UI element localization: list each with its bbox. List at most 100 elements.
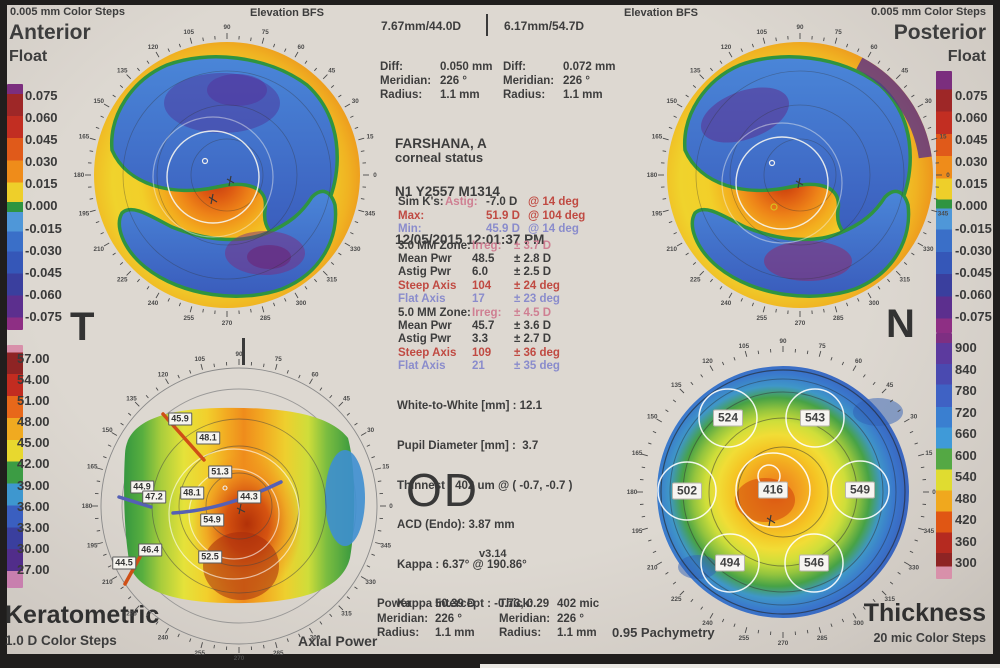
thick-label: Thick: xyxy=(499,598,533,611)
degree-tick-label: 165 xyxy=(79,134,90,141)
scale-tick-label: -0.030 xyxy=(955,242,992,258)
flat-axis-label: Flat Axis xyxy=(398,293,446,306)
astig-pwr-value: 6.0 xyxy=(472,266,488,279)
degree-tick-label: 120 xyxy=(702,358,713,365)
pachymetry-quality: 0.95 Pachymetry xyxy=(612,625,715,640)
scale-tick-label: -0.015 xyxy=(955,220,992,236)
irreg-label: Irreg: xyxy=(472,239,502,252)
degree-tick-label: 60 xyxy=(311,371,319,378)
astig-pwr-tol: ± 2.5 D xyxy=(514,266,551,279)
contour-rings xyxy=(695,70,905,280)
mean-pwr-label: Mean Pwr xyxy=(398,253,452,266)
apex-markers xyxy=(201,157,235,205)
scale-tick-label: -0.030 xyxy=(25,242,62,258)
degree-tick-label: 165 xyxy=(87,464,98,471)
max-axis: @ 104 deg xyxy=(528,209,586,222)
scale-tick-label: 51.00 xyxy=(17,393,50,409)
radius-label: Radius: xyxy=(503,89,546,101)
flat-axis-line xyxy=(117,480,283,515)
power-contours xyxy=(168,448,300,580)
degree-tick-label: 300 xyxy=(296,300,307,307)
anterior-float-label: Float xyxy=(9,48,48,65)
degree-tick-label: 30 xyxy=(367,427,375,434)
keratometric-title: Keratometric xyxy=(5,601,160,629)
degree-tick-label: 345 xyxy=(365,210,376,217)
power-panel: Power: 50.39 D Meridian: 226 ° Radius: 1.1 … xyxy=(377,597,475,641)
degree-tick-label: 210 xyxy=(94,246,105,253)
degree-tick-label: 105 xyxy=(194,356,205,363)
astig-label: Astig: xyxy=(445,195,478,208)
corneal-status-label: corneal status xyxy=(395,150,484,165)
simk-label: Sim K's: xyxy=(398,195,444,208)
deep-negative-core xyxy=(207,74,267,106)
simk-astig-row: Sim K's: Astig: -7.0 D @ 14 deg xyxy=(398,195,585,209)
degree-tick-label: 270 xyxy=(234,655,245,662)
anterior-bfs-value: 7.67mm/44.0D xyxy=(381,19,462,33)
anterior-title: Anterior xyxy=(9,21,91,44)
posterior-title: Posterior xyxy=(893,21,986,44)
diff-value: 0.072 mm xyxy=(563,61,616,73)
degree-tick-label: 15 xyxy=(939,134,947,141)
kappa-intercept: Kappa Intercept : -0.73, 0.29 xyxy=(397,598,550,611)
degree-tick-label: 135 xyxy=(117,67,128,74)
thick-edge-patch xyxy=(678,555,718,579)
kappa-angle: Kappa : 6.37° @ 190.86° xyxy=(397,558,527,571)
pupil-ring xyxy=(735,136,829,230)
mean-pwr-tol: ± 2.8 D xyxy=(514,253,551,266)
irreg-value: ± 4.5 D xyxy=(514,306,551,319)
thickness-title: Thickness xyxy=(863,599,986,627)
degree-tick-label: 165 xyxy=(632,450,643,457)
flat-axis-tol: ± 35 deg xyxy=(514,360,560,373)
software-version: v3.14 xyxy=(479,548,507,560)
radius-label: Radius: xyxy=(499,627,542,640)
degree-tick-label: 150 xyxy=(667,98,678,105)
degree-tick-label: 240 xyxy=(702,620,713,627)
degree-tick-label: 210 xyxy=(102,579,113,586)
degree-ticks: 0 15 30 45 60 75 90 105 120 135 150 165 180 195 210 225… xyxy=(74,24,378,327)
thick-value: 402 mic xyxy=(557,598,600,611)
contour-rings xyxy=(122,70,332,280)
scale-tick-label: 0.045 xyxy=(955,132,988,148)
meridian-label: Meridian: xyxy=(377,612,429,625)
zone-title: 5.0 MM Zone: xyxy=(398,306,471,319)
apex-markers xyxy=(222,485,246,515)
radius-value: 1.1 mm xyxy=(557,627,597,640)
degree-tick-label: 150 xyxy=(94,98,105,105)
exam-datetime: 12/05/2015 12:01:37 PM xyxy=(395,232,545,247)
steep-axis-row: Steep Axis 109 ± 36 deg xyxy=(398,346,560,359)
degree-tick-label: 0 xyxy=(946,172,950,179)
min-value: 45.9 D xyxy=(486,223,520,236)
elevation-bfs-label-right: Elevation BFS xyxy=(624,7,698,19)
degree-tick-label: 255 xyxy=(183,315,194,322)
degree-tick-label: 90 xyxy=(796,24,804,31)
pupil-ring-outer xyxy=(152,116,274,238)
scale-tick-label: 36.00 xyxy=(17,498,50,514)
scale-tick-label: -0.045 xyxy=(955,264,992,280)
degree-tick-label: 75 xyxy=(262,29,270,36)
degree-tick-label: 345 xyxy=(924,528,935,535)
degree-tick-label: 135 xyxy=(671,382,682,389)
scale-tick-label: 0.045 xyxy=(25,132,58,148)
degree-ticks: 0 15 30 45 60 75 90 105 120 135 150 165 180 195 210 225… xyxy=(647,24,951,327)
steep-axis-label: Steep Axis xyxy=(398,346,457,359)
scale-tick-label: 360 xyxy=(955,533,977,549)
degree-tick-label: 195 xyxy=(79,210,90,217)
biometry-panel: White-to-White [mm] : 12.1 Pupil Diamete… xyxy=(397,374,572,638)
mean-pwr-row: Mean Pwr 48.5 ± 2.8 D xyxy=(398,252,560,265)
meridian-value: 226 ° xyxy=(440,75,467,87)
degree-tick-label: 255 xyxy=(739,635,750,642)
patient-block: FARSHANA, A N1 Y2557 M1314 12/05/2015 12… xyxy=(395,104,544,280)
degree-tick-label: 150 xyxy=(647,414,658,421)
outer-ring xyxy=(100,367,378,645)
diff-label: Diff: xyxy=(380,61,403,73)
degree-tick-label: 330 xyxy=(365,579,376,586)
degree-tick-label: 90 xyxy=(235,351,243,358)
degree-tick-label: 120 xyxy=(158,371,169,378)
meridian-row: Meridian: 226 ° xyxy=(499,612,599,627)
thickness-map: 0 15 30 45 60 75 90 105 120 135 150 165 180 195 210 225… xyxy=(627,338,937,647)
degree-tick-label: 15 xyxy=(366,134,374,141)
degree-tick-label: 30 xyxy=(910,414,918,421)
scale-tick-label: 45.00 xyxy=(17,435,50,451)
mid-divider xyxy=(242,338,245,365)
